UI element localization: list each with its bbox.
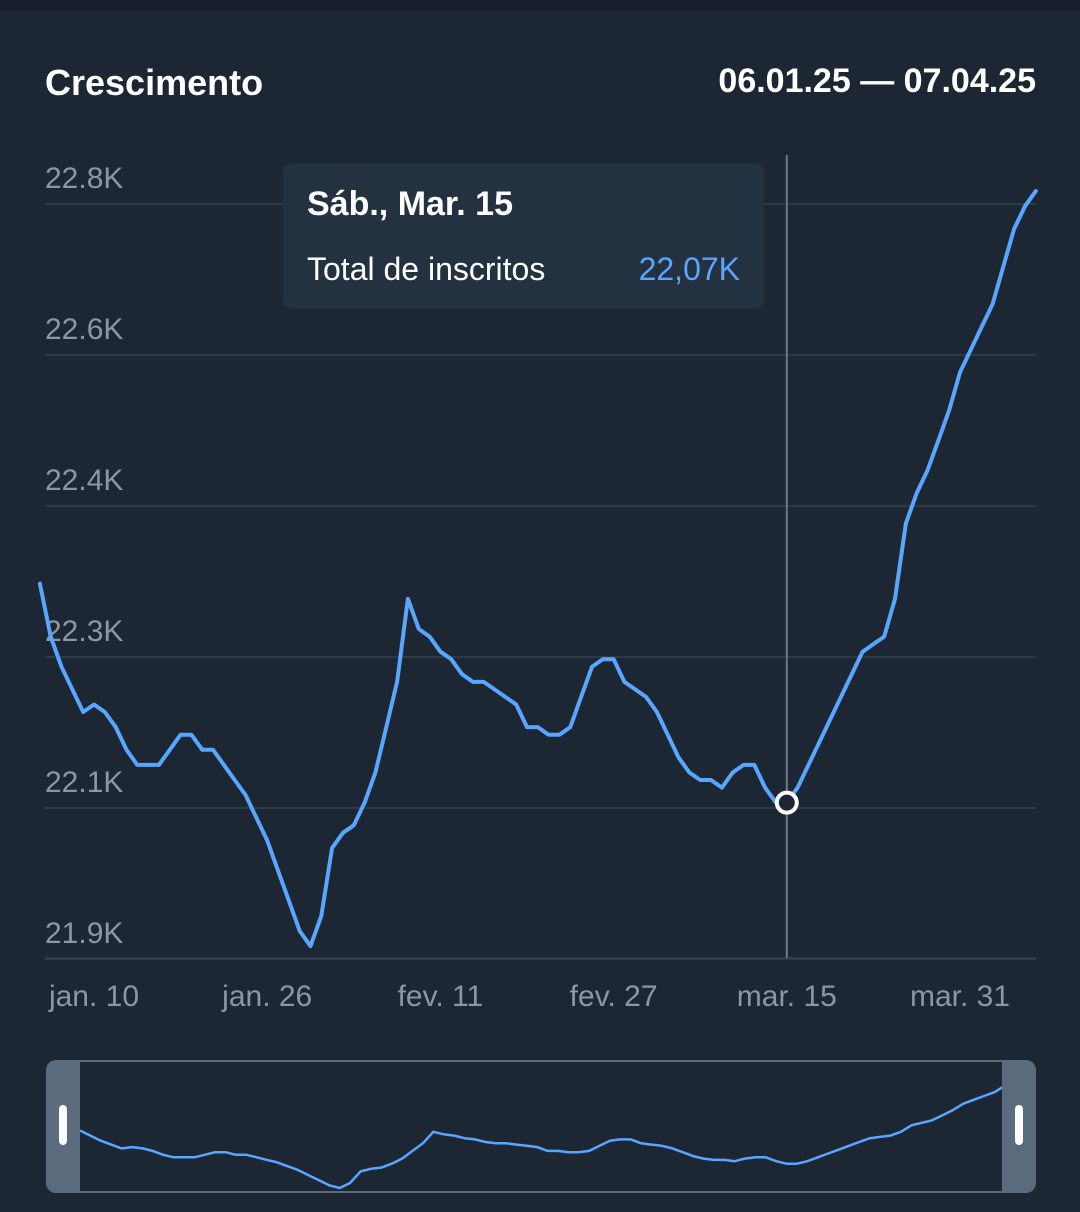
x-tick-label: jan. 26 (221, 980, 312, 1013)
navigator-minimap (79, 1071, 1036, 1190)
grip-icon (1015, 1105, 1023, 1145)
top-bar (0, 0, 1080, 10)
navigator-series-line (79, 1071, 1036, 1190)
y-tick-label: 22.1K (45, 766, 123, 799)
y-tick-label: 21.9K (45, 917, 123, 950)
y-tick-label: 22.8K (45, 162, 123, 195)
x-tick-label: mar. 31 (910, 980, 1010, 1013)
range-navigator[interactable] (46, 1060, 1036, 1193)
y-tick-label: 22.6K (45, 313, 123, 346)
tooltip-date: Sáb., Mar. 15 (307, 185, 513, 223)
date-range[interactable]: 06.01.25 — 07.04.25 (718, 62, 1036, 100)
y-axis-labels: 21.9K 22.1K 22.3K 22.4K 22.6K 22.8K (45, 162, 123, 950)
y-tick-label: 22.4K (45, 464, 123, 497)
tooltip-label: Total de inscritos (307, 251, 546, 287)
navigator-left-handle[interactable] (46, 1060, 80, 1193)
x-tick-label: mar. 15 (737, 980, 837, 1013)
tooltip-value: 22,07K (638, 251, 740, 287)
series-line-total-de-inscritos (37, 189, 1038, 949)
grip-icon (59, 1105, 67, 1145)
selected-point-marker (774, 790, 799, 815)
y-tick-label: 22.3K (45, 615, 123, 648)
chart-title: Crescimento (45, 62, 264, 103)
x-axis-labels: jan. 10 jan. 26 fev. 11 fev. 27 mar. 15 mar. … (48, 980, 1010, 1013)
x-tick-label: jan. 10 (48, 980, 139, 1013)
navigator-right-handle[interactable] (1002, 1060, 1036, 1193)
navigator-window[interactable] (80, 1060, 1002, 1193)
grid-lines (45, 203, 1036, 960)
x-tick-label: fev. 27 (570, 980, 658, 1013)
x-tick-label: fev. 11 (398, 980, 484, 1013)
tooltip: Sáb., Mar. 15 Total de inscritos 22,07K (283, 163, 764, 309)
